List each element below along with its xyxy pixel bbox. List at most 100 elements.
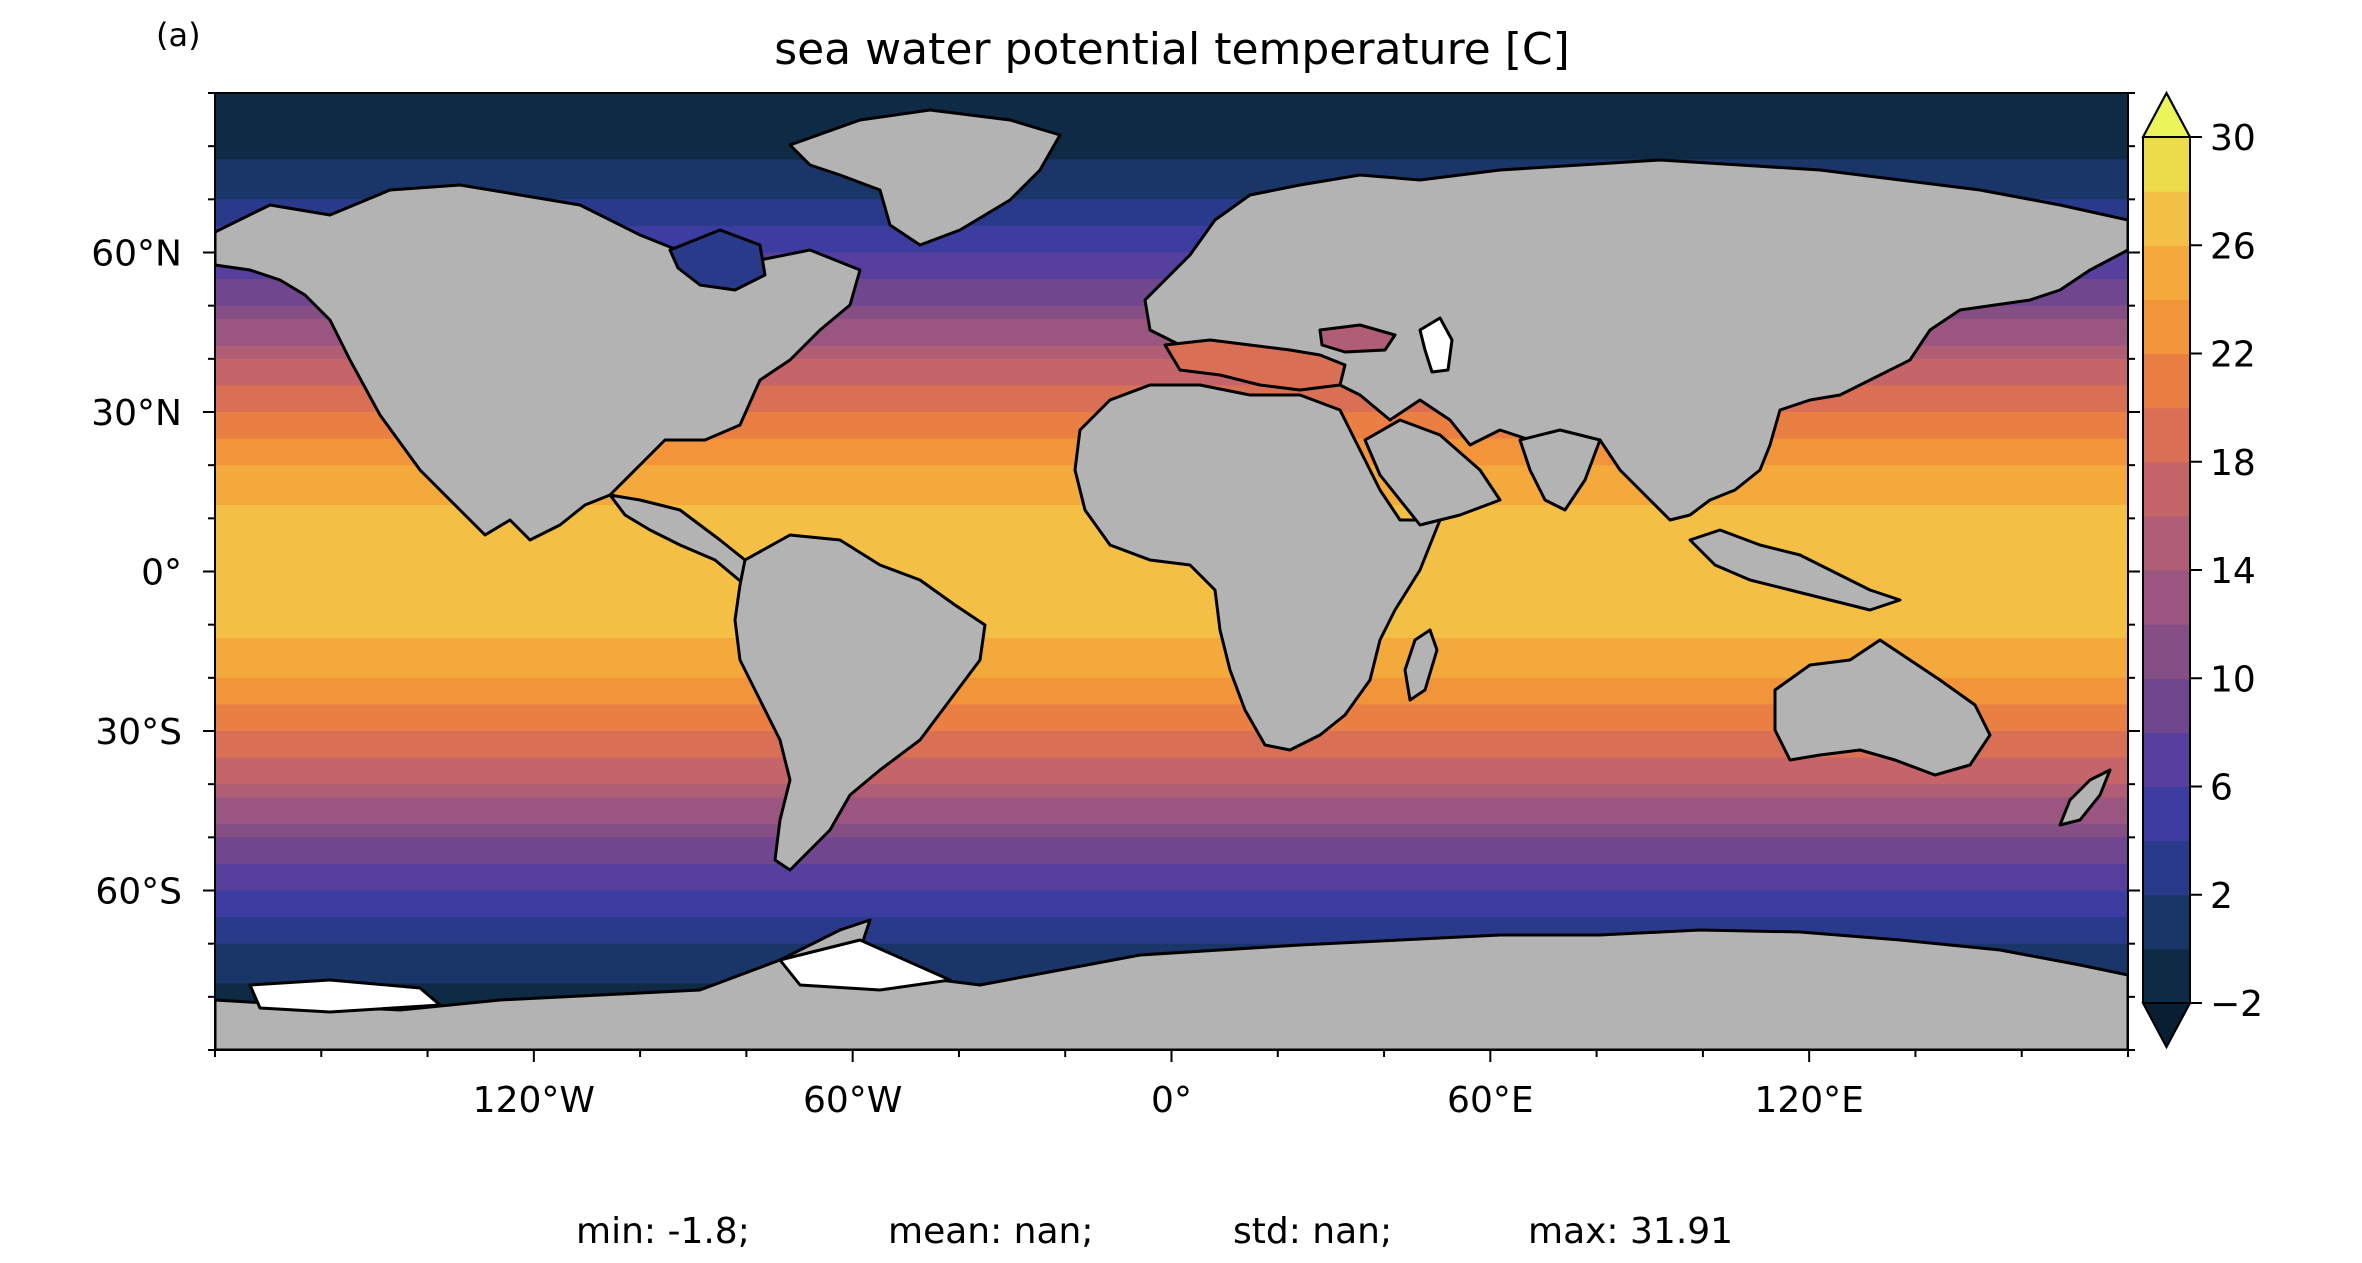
ocean-band (215, 146, 2128, 161)
map-title: sea water potential temperature [C] (774, 24, 1570, 75)
ocean-band (215, 677, 2128, 693)
ocean-band (215, 106, 2128, 121)
stat-std: std: nan; (1233, 1211, 1392, 1252)
colorbar-extend-max (2141, 90, 2192, 138)
lat-tick-label: 30°S (95, 712, 182, 753)
new-zealand (2058, 768, 2112, 827)
ocean-band (215, 598, 2128, 613)
lat-tick-label: 0° (141, 553, 182, 594)
ocean-band (215, 93, 2128, 108)
ocean-band (215, 664, 2128, 679)
colorbar-level (2143, 515, 2190, 571)
colorbar: 30 26 22 18 14 10 6 2 −2 (2141, 90, 2263, 1050)
ocean-band (215, 877, 2128, 892)
colorbar-level (2143, 245, 2190, 300)
africa (1073, 383, 1442, 752)
greenland (788, 108, 1062, 247)
ocean-band (215, 770, 2128, 786)
colorbar-tick-label: 26 (2210, 226, 2256, 267)
colorbar-level (2143, 840, 2190, 896)
lon-tick-label: 0° (1151, 1080, 1192, 1121)
ocean-band (215, 132, 2128, 148)
stat-mean: mean: nan; (888, 1211, 1094, 1252)
ocean-band (215, 757, 2128, 772)
colorbar-tick-label: 18 (2210, 443, 2256, 484)
ocean-band (215, 651, 2128, 666)
colorbar-tick-label: 2 (2210, 876, 2233, 917)
colorbar-level (2143, 407, 2190, 463)
ocean-band (215, 731, 2128, 746)
lat-tick-label: 60°N (91, 234, 182, 275)
colorbar-tick-label: 10 (2210, 659, 2256, 700)
panel-label: (a) (156, 16, 201, 54)
ocean-band (215, 784, 2128, 799)
madagascar (1403, 628, 1439, 702)
lon-tick-label: 120°E (1754, 1080, 1863, 1121)
ocean-band (215, 850, 2128, 865)
ocean-band (215, 863, 2128, 879)
ocean-band (215, 890, 2128, 905)
colorbar-tick-label: 30 (2210, 118, 2256, 159)
ocean-band (215, 824, 2128, 839)
ocean-band (215, 611, 2128, 626)
ocean-band (215, 810, 2128, 826)
colorbar-level (2143, 732, 2190, 788)
ocean-band (215, 837, 2128, 852)
caspian-sea (1418, 316, 1454, 374)
lon-tick-label: 60°E (1447, 1080, 1534, 1121)
colorbar-level (2143, 191, 2190, 246)
ice-shelf-ross (248, 978, 442, 1014)
colorbar-tick-label: 14 (2210, 551, 2256, 592)
ocean-band (215, 624, 2128, 639)
australia (1773, 638, 1992, 777)
india (1518, 428, 1602, 512)
colorbar-level (2143, 678, 2190, 733)
land-masses (215, 108, 2128, 1050)
lat-tick-label: 30°N (91, 393, 182, 434)
lon-tick-label: 120°W (473, 1080, 595, 1121)
ocean-band (215, 903, 2128, 919)
colorbar-level (2143, 299, 2190, 355)
map-area: 120°W 60°W 0° 60°E 120°E 60°N 30°N 0° 30°S 60°S (91, 92, 2140, 1122)
ice-shelf-weddell (778, 938, 952, 992)
ocean-band (215, 637, 2128, 653)
stats-line: min: -1.8; mean: nan; std: nan; max: 31.… (576, 1211, 1733, 1252)
colorbar-level (2143, 353, 2190, 409)
colorbar-level (2143, 948, 2190, 1004)
ocean-band (215, 744, 2128, 759)
colorbar-level (2143, 570, 2190, 625)
colorbar-level (2143, 137, 2190, 192)
colorbar-level (2143, 894, 2190, 950)
ocean-band (215, 571, 2128, 586)
colorbar-tick-label: 6 (2210, 768, 2233, 809)
ocean-band (215, 558, 2128, 573)
map-tick-marks (203, 92, 2140, 1062)
colorbar-level (2143, 624, 2190, 679)
ocean-band (215, 917, 2128, 932)
south-america (733, 533, 987, 872)
colorbar-levels (2143, 137, 2190, 1004)
ocean-band (215, 797, 2128, 812)
stat-min: min: -1.8; (576, 1211, 750, 1252)
ocean-band (215, 119, 2128, 134)
ocean-band (215, 717, 2128, 732)
ocean-band (215, 584, 2128, 600)
ocean-band (215, 704, 2128, 719)
map-tick-labels: 120°W 60°W 0° 60°E 120°E 60°N 30°N 0° 30°S 60°S (91, 234, 1864, 1122)
lat-tick-label: 60°S (95, 872, 182, 913)
colorbar-tick-label: 22 (2210, 335, 2256, 376)
mediterranean-sea (1163, 338, 1347, 392)
stat-max: max: 31.91 (1528, 1211, 1733, 1252)
indonesia (1688, 528, 1902, 612)
black-sea (1318, 323, 1397, 354)
colorbar-tick-label: −2 (2210, 984, 2263, 1025)
ocean-band (215, 691, 2128, 706)
colorbar-level (2143, 461, 2190, 517)
hudson-bay (668, 228, 767, 292)
colorbar-ticks: 30 26 22 18 14 10 6 2 −2 (2190, 118, 2263, 1025)
lon-tick-label: 60°W (803, 1080, 902, 1121)
arabia (1363, 418, 1502, 527)
antarctica (215, 918, 2128, 1050)
colorbar-extend-min (2141, 1002, 2192, 1050)
